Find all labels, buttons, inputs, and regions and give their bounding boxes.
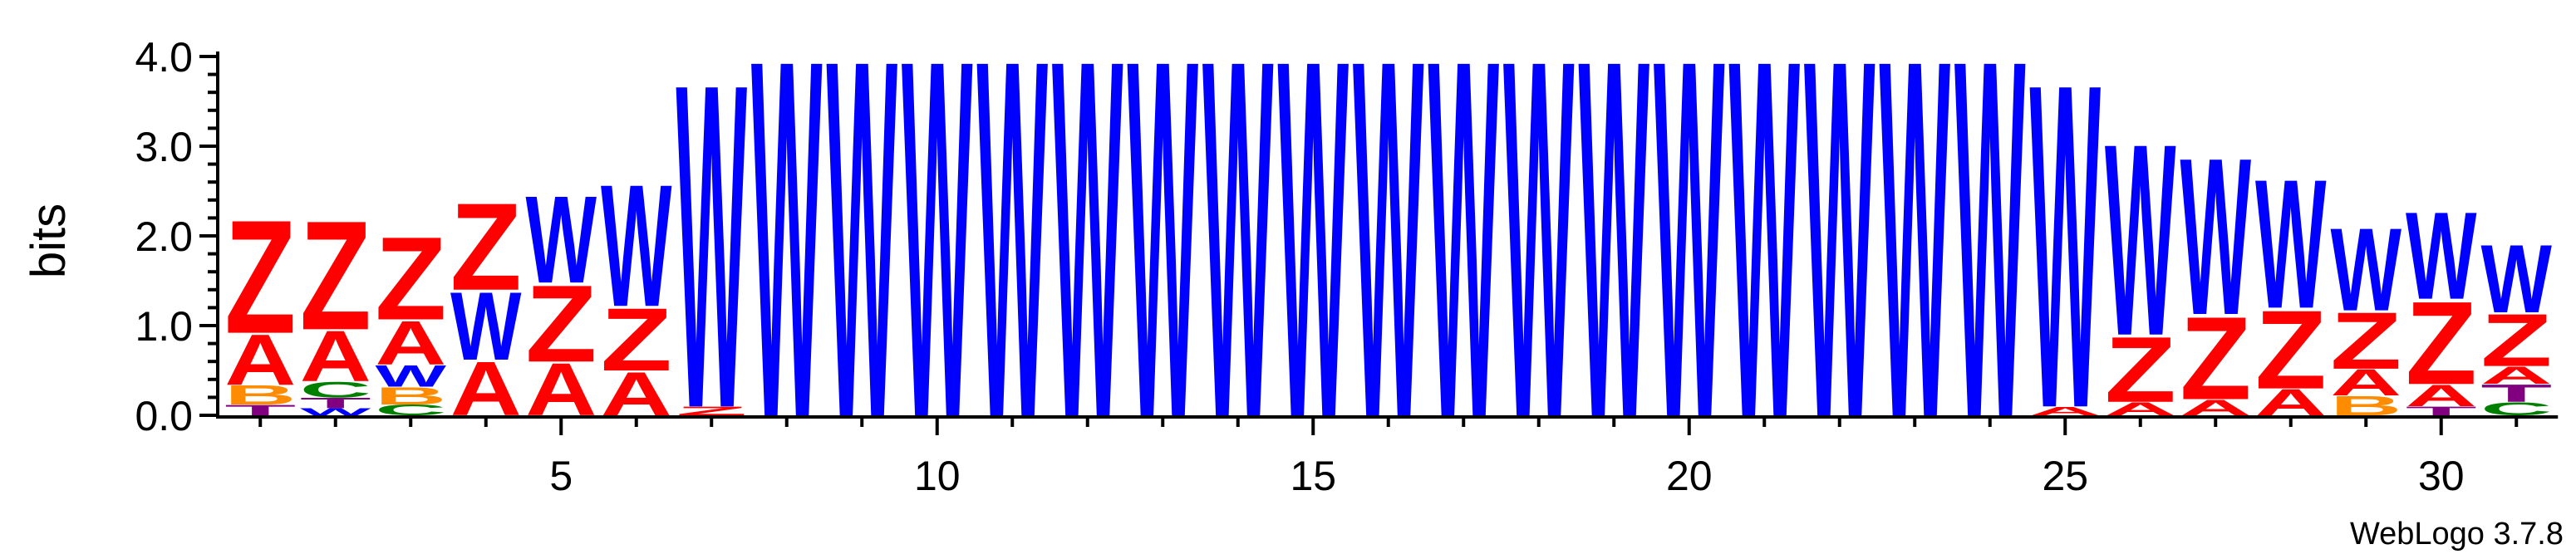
- y-tick-label: 0.0: [135, 393, 193, 439]
- logo-letter-a: A: [2029, 404, 2101, 418]
- logo-letter-a: A: [2406, 378, 2477, 413]
- logo-letter-z: Z: [375, 213, 446, 346]
- logo-letter-w: W: [376, 358, 447, 393]
- logo-letter-c: C: [375, 402, 446, 419]
- logo-letter-w: W: [676, 0, 748, 505]
- logo-letter-w: W: [2255, 141, 2326, 346]
- logo-letter-w: W: [1353, 0, 1424, 525]
- weblogo-credit: WebLogo 3.7.8: [2350, 517, 2564, 552]
- logo-letter-a: A: [375, 308, 446, 378]
- logo-letter-a: A: [224, 321, 296, 401]
- x-tick-label: 25: [2042, 453, 2088, 499]
- y-tick-label: 3.0: [135, 124, 193, 170]
- logo-letter-w: W: [1503, 0, 1575, 525]
- logo-letter-w: W: [2180, 111, 2251, 362]
- logo-letter-w: W: [2406, 187, 2476, 326]
- logo-letter-z: Z: [525, 262, 597, 385]
- logo-letter-w: W: [526, 171, 597, 310]
- logo-letter-w: W: [1654, 0, 1725, 525]
- logo-letter-z: Z: [2105, 317, 2176, 421]
- logo-letter-a: A: [2330, 362, 2401, 404]
- axes: 0.0 1.0 2.0 3.0 4.0 5 10 15 20 25 30: [135, 34, 2559, 499]
- logo-letter-c: C: [300, 377, 371, 402]
- logo-letter-z: Z: [2180, 293, 2251, 425]
- logo-letter-z: Z: [601, 289, 672, 390]
- logo-letter-a: A: [2480, 361, 2552, 390]
- logo-letter-w: W: [1579, 0, 1650, 525]
- logo-letter-w: W: [977, 0, 1049, 525]
- x-axis-ticks: 5 10 15 20 25 30: [258, 417, 2519, 499]
- y-tick-label: 2.0: [135, 213, 193, 260]
- x-tick-label: 5: [549, 453, 573, 499]
- logo-letter-z: Z: [2255, 287, 2327, 413]
- logo-letter-z: Z: [2480, 299, 2552, 383]
- logo-letter-z: Z: [2330, 295, 2401, 386]
- y-tick-label: 4.0: [135, 34, 193, 81]
- x-tick-label: 20: [1666, 453, 1713, 499]
- logo-letter-b: B: [375, 382, 446, 410]
- logo-letter-w: W: [1052, 0, 1123, 525]
- logo-letter-w: W: [751, 0, 823, 525]
- logo-letter-z: Z: [224, 187, 296, 368]
- logo-letter-w: W: [2481, 225, 2553, 334]
- logo-letter-w: W: [1804, 0, 1875, 525]
- logo-letter-w: W: [1880, 0, 1951, 525]
- logo-letter-w: W: [902, 0, 973, 525]
- logo-letter-w: W: [2331, 204, 2402, 336]
- x-tick-label: 15: [1290, 453, 1336, 499]
- logo-letter-b: B: [224, 380, 296, 410]
- logo-letter-w: W: [1729, 0, 1801, 525]
- x-tick-label: 10: [914, 453, 961, 499]
- y-axis-title: bits: [22, 203, 76, 278]
- logo-letter-t: T: [224, 402, 296, 419]
- logo-letter-w: W: [2105, 87, 2176, 393]
- logo-letter-w: W: [300, 406, 371, 417]
- logo-letter-z: Z: [2406, 277, 2477, 409]
- logo-letter-w: W: [1278, 0, 1349, 525]
- logo-letter-w: W: [1202, 0, 1274, 525]
- logo-letter-w: W: [450, 272, 522, 381]
- logo-letter-w: W: [1954, 0, 2026, 525]
- logo-letter-t: T: [300, 395, 371, 411]
- y-tick-label: 1.0: [135, 303, 193, 350]
- logo-letter-t: T: [2406, 404, 2477, 419]
- logo-letter-a: A: [300, 316, 371, 397]
- logo-letter-z: Z: [450, 177, 522, 316]
- logo-letter-z: Z: [300, 189, 371, 363]
- logo-letter-w: W: [827, 0, 898, 525]
- x-tick-label: 30: [2418, 453, 2465, 499]
- logo-letter-w: W: [601, 150, 672, 344]
- logo-letter-t: T: [2480, 380, 2552, 408]
- logo-letter-w: W: [1428, 0, 1500, 525]
- logo-letter-w: W: [1128, 0, 1199, 525]
- y-axis-ticks: 0.0 1.0 2.0 3.0 4.0: [135, 34, 218, 439]
- logo-letter-z: Z: [676, 404, 747, 419]
